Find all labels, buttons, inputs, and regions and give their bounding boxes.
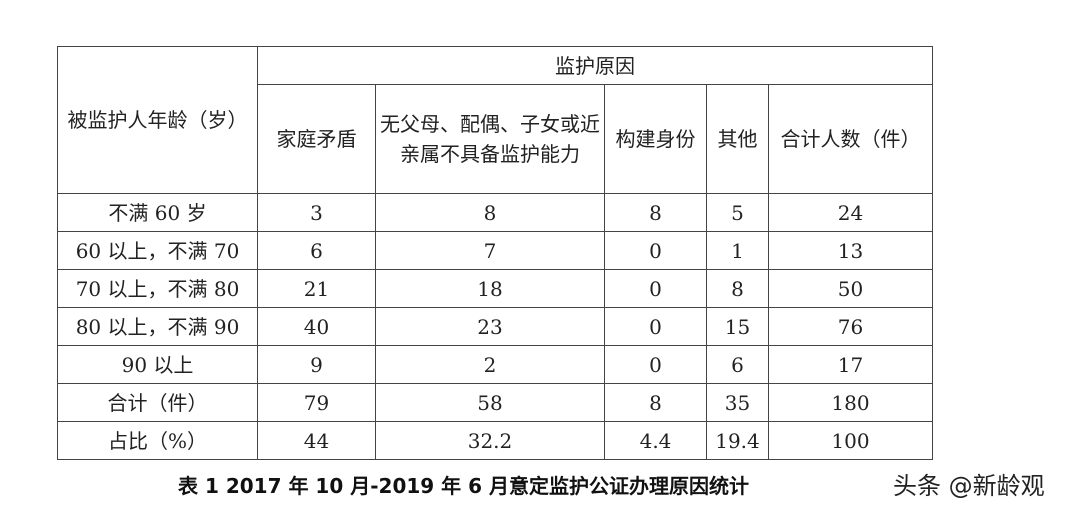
table-cell: 1: [706, 231, 769, 270]
table-cell: 0: [604, 307, 707, 346]
table-cell: 21: [257, 269, 376, 308]
table-cell: 8: [706, 269, 769, 308]
table-row: 90 以上 9 2 0 6 17: [57, 345, 933, 384]
table-cell: 44: [257, 421, 376, 460]
table-cell: 2: [375, 345, 605, 384]
table-cell: 6: [257, 231, 376, 270]
row-label: 80 以上，不满 90: [57, 307, 258, 346]
table-cell: 8: [604, 383, 707, 422]
table-cell: 50: [768, 269, 933, 308]
watermark: 头条 @新龄观: [893, 472, 1045, 500]
table-cell: 35: [706, 383, 769, 422]
table-cell: 180: [768, 383, 933, 422]
table-cell: 8: [604, 193, 707, 232]
column-header: 合计人数（件）: [768, 84, 933, 194]
table-cell: 32.2: [375, 421, 605, 460]
table-cell: 58: [375, 383, 605, 422]
table-cell: 6: [706, 345, 769, 384]
column-header: 家庭矛盾: [257, 84, 376, 194]
row-header: 被监护人年龄（岁）: [57, 46, 258, 194]
table-cell: 79: [257, 383, 376, 422]
row-label: 占比（%）: [57, 421, 258, 460]
table-cell: 13: [768, 231, 933, 270]
table-cell: 15: [706, 307, 769, 346]
table-cell: 40: [257, 307, 376, 346]
table-row: 合计（件） 79 58 8 35 180: [57, 383, 933, 422]
table-cell: 76: [768, 307, 933, 346]
column-header: 无父母、配偶、子女或近亲属不具备监护能力: [375, 84, 605, 194]
table-cell: 0: [604, 345, 707, 384]
statistics-table: 被监护人年龄（岁） 监护原因 家庭矛盾 无父母、配偶、子女或近亲属不具备监护能力…: [57, 46, 933, 460]
table-cell: 4.4: [604, 421, 707, 460]
table-cell: 7: [375, 231, 605, 270]
row-label: 合计（件）: [57, 383, 258, 422]
row-label: 60 以上，不满 70: [57, 231, 258, 270]
column-header: 构建身份: [604, 84, 707, 194]
table-row: 60 以上，不满 70 6 7 0 1 13: [57, 231, 933, 270]
column-header: 其他: [706, 84, 769, 194]
table-cell: 3: [257, 193, 376, 232]
table-row: 70 以上，不满 80 21 18 0 8 50: [57, 269, 933, 308]
row-label: 不满 60 岁: [57, 193, 258, 232]
table-cell: 24: [768, 193, 933, 232]
table-row: 80 以上，不满 90 40 23 0 15 76: [57, 307, 933, 346]
table-cell: 0: [604, 231, 707, 270]
group-header: 监护原因: [257, 46, 933, 85]
table-row: 占比（%） 44 32.2 4.4 19.4 100: [57, 421, 933, 460]
table-cell: 100: [768, 421, 933, 460]
table-cell: 19.4: [706, 421, 769, 460]
table-cell: 8: [375, 193, 605, 232]
table-cell: 5: [706, 193, 769, 232]
table-cell: 18: [375, 269, 605, 308]
table-cell: 9: [257, 345, 376, 384]
table-cell: 17: [768, 345, 933, 384]
table-cell: 23: [375, 307, 605, 346]
table-row: 不满 60 岁 3 8 8 5 24: [57, 193, 933, 232]
table-caption: 表 1 2017 年 10 月-2019 年 6 月意定监护公证办理原因统计: [178, 474, 749, 498]
table-cell: 0: [604, 269, 707, 308]
row-label: 90 以上: [57, 345, 258, 384]
row-label: 70 以上，不满 80: [57, 269, 258, 308]
